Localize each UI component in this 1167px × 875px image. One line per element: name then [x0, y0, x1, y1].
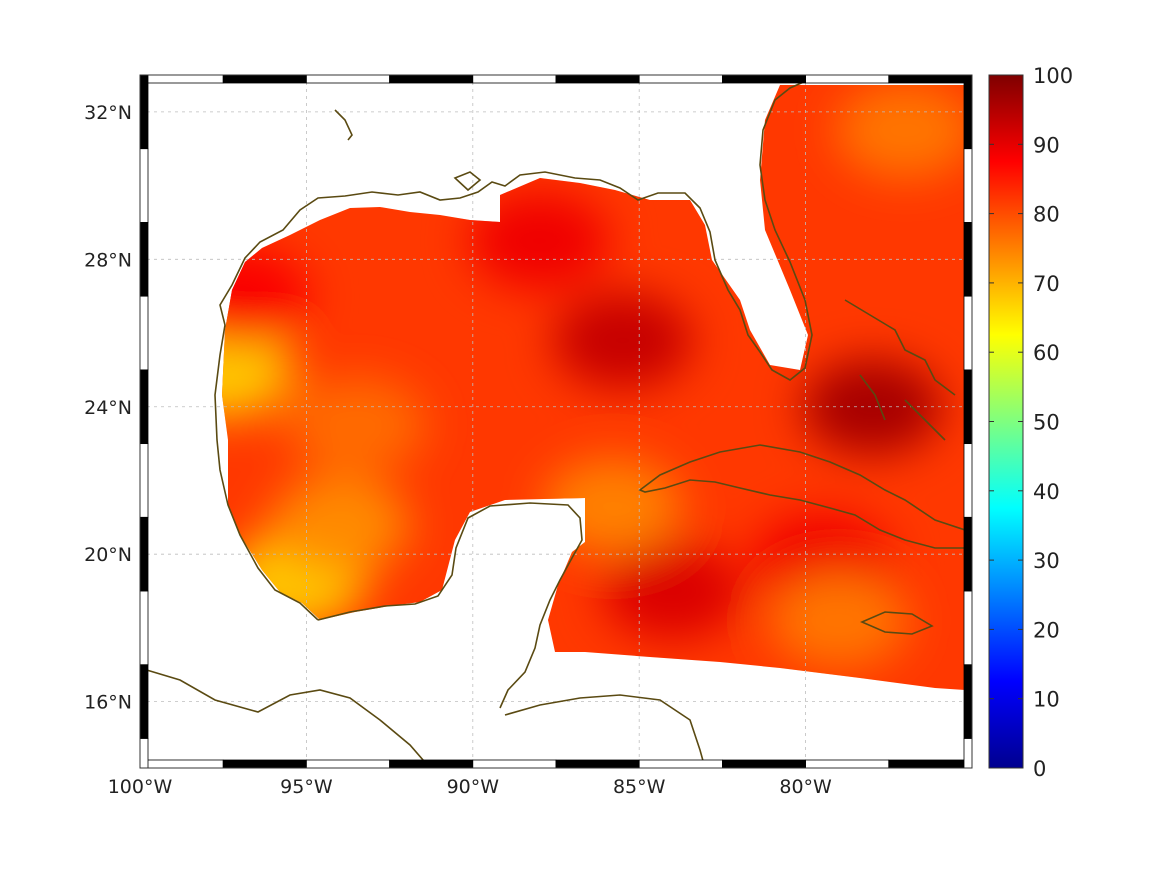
frame-segment: [963, 369, 973, 445]
frame-segment: [805, 74, 890, 84]
field-feature: [286, 377, 427, 474]
longitude-tick-label: 100°W: [108, 776, 173, 798]
frame-segment: [963, 516, 973, 592]
frame-segment: [963, 222, 973, 297]
frame-segment: [472, 759, 557, 769]
frame-segment: [139, 759, 224, 769]
colorbar-tick-label: 30: [1033, 549, 1060, 573]
frame-segment: [139, 148, 149, 223]
frame-segment: [805, 759, 890, 769]
frame-segment: [722, 759, 807, 769]
frame-segment: [963, 295, 973, 371]
frame-segment: [305, 74, 390, 84]
colorbar-tick-label: 100: [1033, 64, 1073, 88]
frame-segment: [139, 222, 149, 297]
yucatan-coastline: [317, 502, 583, 709]
honduras-coastline: [504, 694, 706, 769]
colorbar-gradient: [988, 74, 1024, 769]
frame-segment: [222, 74, 307, 84]
latitude-axis: 32°N 28°N 24°N 20°N 16°N: [84, 102, 132, 714]
frame-segment: [139, 664, 149, 739]
frame-segment: [963, 664, 973, 739]
colorbar-tick-label: 50: [1033, 411, 1060, 435]
frame-segment: [963, 74, 973, 150]
frame-segment: [222, 759, 307, 769]
field-feature: [802, 358, 943, 455]
texas-inland-coastline: [334, 109, 353, 141]
field-feature: [602, 543, 743, 640]
latitude-tick-label: 16°N: [84, 692, 132, 714]
frame-segment: [305, 759, 390, 769]
frame-segment: [555, 74, 640, 84]
coastlines: [139, 76, 966, 769]
frame-segment: [139, 738, 149, 769]
latitude-tick-label: 32°N: [84, 102, 132, 124]
frame-segment: [888, 74, 973, 84]
frame-segment: [722, 74, 807, 84]
frame-segment: [139, 74, 149, 150]
colorbar-tick-label: 20: [1033, 618, 1060, 642]
colorbar-tick-label: 90: [1033, 133, 1060, 157]
gulf-coastline: [214, 76, 816, 621]
field-feature: [768, 572, 909, 669]
map-frame-outline: [139, 74, 973, 769]
frame-segment: [963, 443, 973, 518]
frame-segment: [555, 759, 640, 769]
frame-segment: [389, 759, 474, 769]
field-feature: [469, 192, 610, 289]
colorbar-tick-label: 60: [1033, 341, 1060, 365]
frame-segment: [963, 590, 973, 666]
frame-segment: [139, 369, 149, 445]
latitude-tick-label: 24°N: [84, 397, 132, 419]
frame-segment: [963, 148, 973, 223]
frame-segment: [888, 759, 973, 769]
longitude-tick-label: 95°W: [280, 776, 333, 798]
inland-lake-coastline: [453, 171, 482, 192]
field-features: [222, 85, 968, 669]
colorbar-tick-label: 70: [1033, 272, 1060, 296]
longitude-axis: 100°W 95°W 90°W 85°W 80°W: [108, 776, 832, 798]
field-feature: [552, 292, 693, 389]
longitude-tick-label: 90°W: [447, 776, 500, 798]
longitude-tick-label: 80°W: [779, 776, 832, 798]
colorbar-tick-label: 10: [1033, 688, 1060, 712]
field-feature: [835, 85, 968, 179]
field-feature: [269, 476, 410, 573]
latitude-tick-label: 28°N: [84, 249, 132, 271]
central-america-coastline: [139, 667, 431, 769]
frame-segment: [139, 443, 149, 518]
frame-segment: [139, 295, 149, 371]
cuba-coastline: [638, 444, 966, 549]
field-feature: [222, 248, 310, 345]
jamaica-coastline: [859, 611, 934, 635]
frame-segment: [638, 74, 723, 84]
colorbar-tick-label: 80: [1033, 203, 1060, 227]
frame-segment: [139, 516, 149, 592]
frame-segment: [139, 590, 149, 666]
frame-segment: [638, 759, 723, 769]
frame-segment: [963, 738, 973, 769]
frame-segment: [472, 74, 557, 84]
colorbar-tick-label: 40: [1033, 480, 1060, 504]
longitude-tick-label: 85°W: [613, 776, 666, 798]
field-feature: [222, 321, 294, 418]
frame-segment: [139, 74, 224, 84]
frame-segment: [389, 74, 474, 84]
bahamas-coastline: [844, 299, 956, 441]
colorbar-tick-label: 0: [1033, 757, 1046, 781]
latitude-tick-label: 20°N: [84, 544, 132, 566]
